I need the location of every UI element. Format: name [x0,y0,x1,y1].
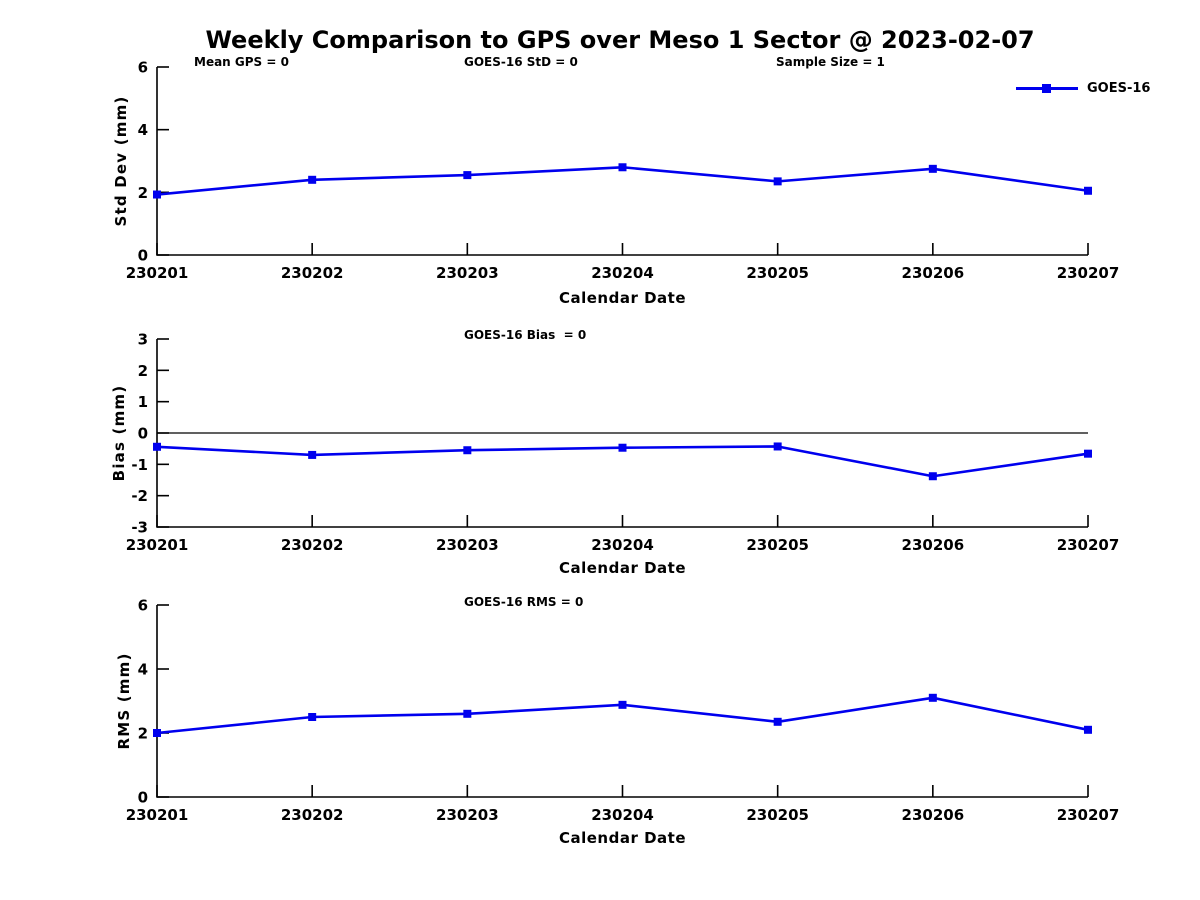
data-point-marker [463,171,472,180]
legend-square-marker-icon [1042,84,1051,93]
y-tick-label: 0 [138,789,148,807]
x-tick-label: 230204 [591,264,654,282]
ylabel-bias: Bias (mm) [110,384,128,482]
legend: GOES-16 [1016,81,1150,96]
ylabel-std-dev: Std Dev (mm) [112,95,130,227]
rms-plot: 0 2 4 6 230201 230202 230203 230204 230205 230206… [126,597,1120,825]
y-tick-label: -3 [131,519,148,537]
y-tick-label: 6 [138,59,148,77]
x-tick-label: 230202 [281,264,344,282]
x-tick-label: 230205 [746,806,809,824]
data-point-marker [1084,186,1092,195]
y-tick-label: 2 [138,362,148,380]
data-point-marker [463,446,472,455]
annotation-goes16-std: GOES-16 StD = 0 [464,55,578,69]
legend-label: GOES-16 [1087,81,1151,96]
y-tick-label: 0 [138,425,148,443]
annotation-sample-size: Sample Size = 1 [776,55,885,69]
bias-plot: -3 -2 -1 0 1 2 3 230201 230202 230203 230204 230205… [126,331,1120,555]
x-tick-label: 230207 [1057,806,1120,824]
legend-line-sample [1016,84,1078,94]
y-tick-label: 4 [138,121,148,139]
data-point-marker [153,190,161,199]
data-point-marker [153,729,161,737]
y-tick-label: 3 [138,331,148,349]
x-tick-label: 230206 [902,806,965,824]
axis-lines [156,67,1088,256]
annotation-goes16-rms: GOES-16 RMS = 0 [464,595,584,609]
data-point-marker [308,713,317,721]
data-point-marker [618,163,627,172]
x-tick-label: 230204 [591,536,654,554]
data-point-marker [928,693,937,702]
x-tick-label: 230204 [591,806,654,824]
xlabel-plot2: Calendar Date [558,559,687,577]
y-tick-label: 4 [138,661,148,679]
x-tick-label: 230207 [1057,536,1120,554]
y-tick-label: 2 [138,725,148,743]
data-line [156,165,1089,196]
x-tick-label: 230207 [1057,264,1120,282]
annotation-mean-gps: Mean GPS = 0 [194,55,289,69]
x-tick-label: 230202 [281,806,344,824]
data-point-marker [1084,449,1092,458]
data-point-marker [773,442,782,451]
y-tick-label: 6 [138,597,148,615]
y-tick-label: 1 [138,393,148,411]
ylabel-rms: RMS (mm) [115,652,133,750]
x-tick-label: 230201 [126,264,189,282]
y-tick-label: -1 [131,456,148,474]
data-point-marker [773,717,782,726]
x-tick-label: 230203 [436,264,499,282]
data-point-marker [463,709,472,718]
figure-title: Weekly Comparison to GPS over Meso 1 Sec… [205,26,1035,54]
data-point-marker [928,164,937,173]
data-point-marker [308,450,317,459]
std-dev-plot: 0 2 4 6 230201 230202 230203 230204 230205 230206… [126,59,1120,283]
data-point-marker [773,177,782,186]
data-point-marker [928,472,937,481]
x-tick-label: 230205 [746,264,809,282]
y-tick-label: -2 [131,487,148,505]
x-tick-label: 230201 [126,536,189,554]
y-tick-label: 2 [138,184,148,202]
x-tick-label: 230206 [902,536,965,554]
data-point-marker [618,443,627,452]
data-point-marker [618,700,627,709]
x-tick-label: 230203 [436,806,499,824]
x-tick-label: 230202 [281,536,344,554]
x-tick-label: 230205 [746,536,809,554]
x-tick-label: 230206 [902,264,965,282]
data-point-marker [153,442,161,451]
x-tick-label: 230201 [126,806,189,824]
data-point-marker [308,175,317,184]
xlabel-plot3: Calendar Date [558,829,687,847]
xlabel-plot1: Calendar Date [558,289,687,307]
x-tick-label: 230203 [436,536,499,554]
annotation-goes16-bias: GOES-16 Bias = 0 [464,328,587,342]
y-tick-label: 0 [138,247,148,265]
data-point-marker [1084,725,1092,734]
